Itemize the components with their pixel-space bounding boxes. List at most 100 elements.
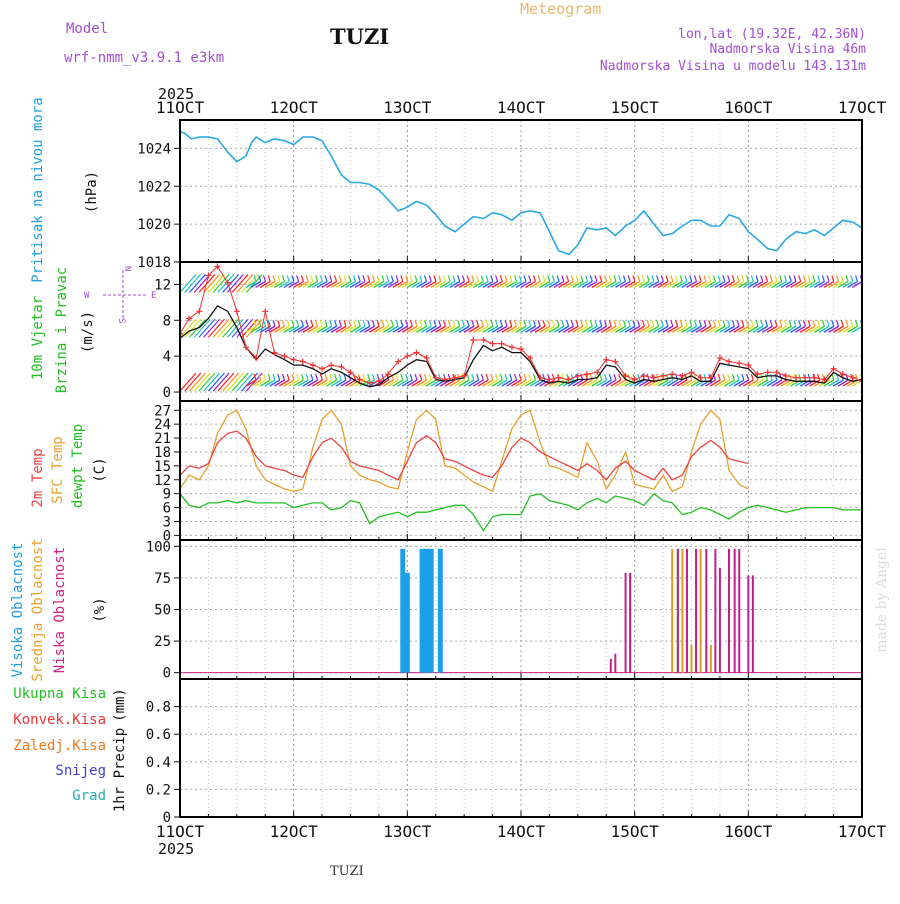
- wind-barb: [250, 325, 262, 333]
- wind-barb: [705, 379, 716, 387]
- wind-barb: [586, 280, 598, 289]
- wind-barb-flag: [807, 320, 811, 327]
- wind-barb-flag: [272, 320, 276, 327]
- compass-south: S: [116, 318, 126, 323]
- wind-barb: [373, 280, 385, 289]
- wind-barb: [288, 379, 300, 387]
- wind-barb: [274, 280, 285, 289]
- wind-barb: [311, 379, 323, 387]
- wind-barb: [212, 372, 230, 392]
- wind-barb-flag: [381, 320, 385, 327]
- wind-barb-flag: [717, 320, 721, 327]
- wind-barb: [790, 325, 802, 333]
- wind-barb-flag: [414, 373, 418, 381]
- wind-barb: [544, 325, 555, 333]
- wind-barb: [695, 325, 707, 333]
- wind-barb: [487, 325, 498, 333]
- wind-barb-flag: [750, 320, 754, 327]
- y-tick-label: 4: [163, 349, 171, 365]
- wind-barb: [752, 325, 764, 333]
- wind-barb-flag: [551, 275, 555, 282]
- wind-barb: [837, 325, 849, 333]
- frame-layer: 11OCT 11OCT 12OCT 12OCT 13OCT 13OCT 14OCT 14OCT…: [137, 98, 886, 841]
- wind-barb-flag: [613, 275, 617, 282]
- wind-barb-flag: [258, 320, 262, 327]
- wind-barb-flag: [641, 275, 645, 282]
- wind-barb: [624, 379, 636, 387]
- wind-barb-flag: [438, 320, 442, 327]
- wind-barb-flag: [428, 320, 432, 327]
- wind-barb: [690, 325, 702, 333]
- wind-barb-flag: [438, 275, 442, 282]
- wind-barb: [297, 325, 309, 333]
- y-tick-label: 0: [163, 385, 171, 401]
- wind-barb-flag: [362, 275, 366, 282]
- low-cloud-bar: [714, 548, 717, 673]
- wind-barb: [311, 325, 323, 333]
- wind-barb-flag: [386, 275, 390, 282]
- wind-barb-flag: [267, 275, 271, 282]
- wind-barb: [785, 280, 797, 289]
- wind-barb-flag: [272, 275, 276, 282]
- wind-barb-flag: [589, 275, 593, 282]
- wind-barb: [591, 325, 603, 333]
- wind-barb-flag: [310, 320, 314, 327]
- wind-barb-flag: [395, 373, 399, 381]
- wind-barb: [477, 379, 489, 387]
- wind-barb: [629, 325, 641, 333]
- wind-barb-flag: [329, 275, 333, 282]
- wind-barb-flag: [447, 275, 451, 282]
- wind-barb: [714, 325, 726, 333]
- wind-barb: [724, 280, 735, 289]
- compass-west: W: [84, 291, 90, 301]
- wind-barb: [226, 372, 244, 392]
- wind-barb-flag: [300, 275, 304, 282]
- wind-barb-flag: [348, 320, 352, 327]
- wind-barb: [364, 280, 375, 289]
- y-tick-label: 9: [163, 487, 171, 503]
- wind-barb: [728, 325, 740, 333]
- wind-barb-flag: [674, 320, 679, 327]
- wind-barb: [757, 280, 768, 289]
- y-tick-label: 27: [154, 403, 171, 419]
- wind-barb-flag: [452, 320, 456, 327]
- wind-barb-flag: [296, 320, 300, 327]
- wind-barb: [454, 280, 465, 289]
- wind-barb-flag: [812, 320, 816, 327]
- wind-barb: [534, 280, 546, 289]
- wind-barb-flag: [442, 275, 447, 282]
- y-tick-label: 0: [163, 528, 171, 544]
- wind-barb-flag: [622, 320, 627, 327]
- wind-barb-flag: [717, 373, 721, 381]
- wind-barb-flag: [419, 373, 423, 381]
- wind-barb-flag: [831, 275, 835, 282]
- wind-barb-flag: [637, 275, 641, 282]
- wind-barb: [534, 325, 546, 333]
- wind-barb-flag: [741, 275, 745, 282]
- wind-barb: [198, 274, 216, 293]
- y-tick-label: 1022: [137, 179, 171, 195]
- wind-barb: [454, 379, 465, 387]
- wind-barb: [686, 325, 697, 333]
- wind-barb-flag: [315, 275, 319, 282]
- wind-barb: [359, 280, 371, 289]
- wind-barb-flag: [461, 373, 465, 381]
- wind-barb: [430, 325, 442, 333]
- wind-barb: [307, 379, 318, 387]
- wind-barb: [510, 325, 522, 333]
- wind-barb: [264, 280, 276, 289]
- wind-barb-flag: [703, 275, 707, 282]
- wind-barb: [340, 325, 352, 333]
- wind-barb: [245, 280, 257, 289]
- wind-barb: [667, 325, 678, 333]
- wind-barb-flag: [599, 320, 603, 327]
- wind-barb: [439, 325, 451, 333]
- wind-barb-flag: [802, 275, 806, 282]
- wind-barb-flag: [736, 275, 740, 282]
- high-cloud-bar: [428, 548, 434, 673]
- wind-barb: [349, 325, 361, 333]
- wind-barb-flag: [476, 373, 480, 381]
- wind-barb-flag: [277, 275, 281, 282]
- wind-barb: [818, 325, 830, 333]
- wind-barb-flag: [589, 320, 593, 327]
